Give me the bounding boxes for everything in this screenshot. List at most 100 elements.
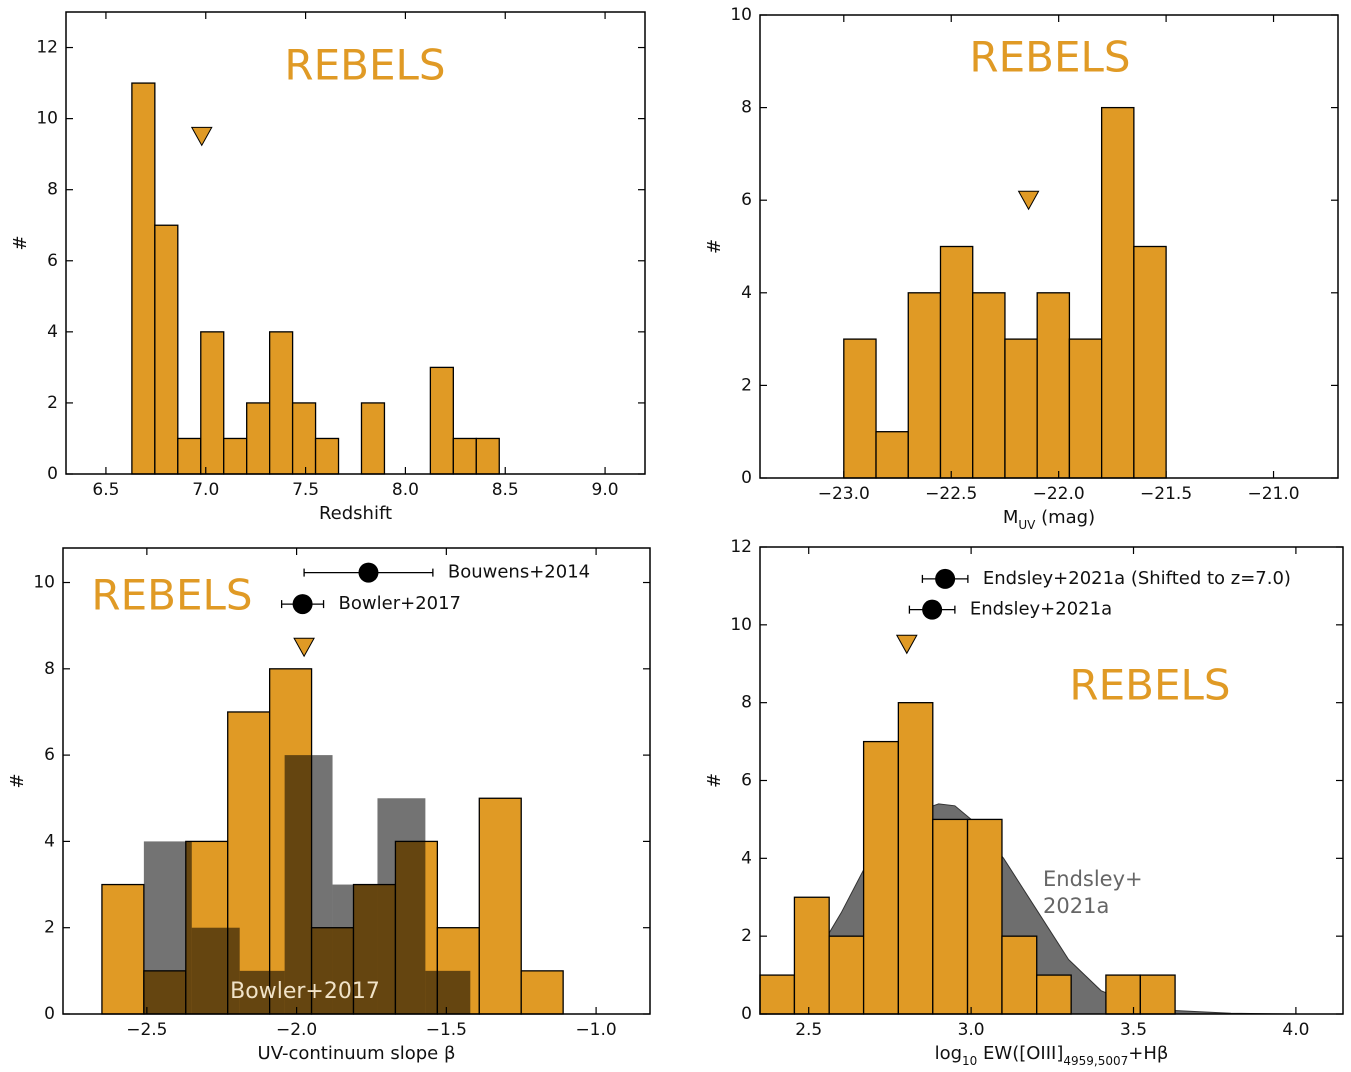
bar	[1139, 974, 1176, 1015]
bar	[1100, 106, 1135, 479]
bar	[475, 437, 500, 475]
bar	[246, 402, 271, 475]
bar	[793, 896, 830, 1015]
y-tick-label: 10	[730, 5, 752, 25]
bar	[907, 292, 942, 479]
curve-label: 2021a	[1043, 894, 1109, 918]
annotation: Bowler+2017	[230, 979, 380, 1004]
x-axis-label-part: 10	[962, 1054, 977, 1068]
bar	[425, 970, 471, 1014]
bar	[154, 224, 179, 475]
bar	[759, 974, 796, 1015]
y-tick-label: 12	[36, 38, 58, 58]
annotation: REBELS	[1069, 661, 1230, 710]
x-tick-label: 9.0	[592, 480, 619, 500]
annotation: REBELS	[91, 571, 252, 620]
x-tick-label: 7.5	[292, 480, 319, 500]
point	[292, 594, 313, 615]
x-axis-label-part: EW([OIII]	[977, 1043, 1063, 1064]
bar	[1036, 292, 1071, 479]
plot-frame	[759, 14, 1339, 479]
y-axis-label: #	[704, 239, 725, 254]
bar	[939, 245, 974, 479]
bar	[239, 970, 285, 1014]
bar	[972, 292, 1006, 479]
bar	[843, 338, 877, 479]
x-tick-label: 3.0	[958, 1020, 985, 1040]
point	[935, 568, 956, 589]
bar	[862, 740, 900, 1015]
plot-frame	[65, 11, 646, 475]
x-axis-label-part: 4959,5007	[1063, 1054, 1128, 1068]
y-tick-label: 0	[741, 1004, 752, 1024]
x-axis-label-part: M	[1003, 507, 1019, 528]
bar	[1004, 338, 1038, 479]
x-tick-label: −23.0	[818, 484, 870, 504]
y-tick-label: 6	[44, 745, 55, 765]
x-axis-label: Redshift	[319, 503, 392, 524]
x-tick-label: −22.5	[925, 484, 977, 504]
x-tick-label: 6.5	[92, 480, 119, 500]
y-axis-label: #	[704, 773, 725, 788]
y-tick-label: 4	[741, 848, 752, 868]
panel: 6.5 7.0 7.5 8.0 8.5 9.0 0 2 4 6 8 10 12 Redshift # REBE…	[10, 11, 646, 524]
annotation: REBELS	[969, 33, 1130, 82]
bar	[1105, 974, 1141, 1015]
bar	[897, 702, 934, 1015]
plot-frame	[62, 547, 651, 1015]
x-tick-label: −1.5	[426, 1020, 467, 1040]
median-marker	[293, 637, 315, 658]
y-tick-label: 4	[44, 831, 55, 851]
y-tick-label: 8	[741, 693, 752, 713]
x-axis-label-part: (mag)	[1035, 507, 1095, 528]
bar	[966, 818, 1003, 1015]
y-tick-label: 0	[47, 464, 58, 484]
bar	[932, 818, 969, 1015]
panel: −2.5 −2.0 −1.5 −1.0 0 2 4 6 8 10 UV-continuum slop…	[7, 547, 651, 1064]
y-tick-label: 6	[741, 190, 752, 210]
bar	[131, 82, 156, 475]
point-label: Endsley+2021a (Shifted to z=7.0)	[983, 568, 1291, 589]
y-tick-label: 10	[730, 615, 752, 635]
y-tick-label: 0	[44, 1004, 55, 1024]
bar	[1001, 935, 1038, 1015]
x-tick-label: 8.5	[492, 480, 519, 500]
x-tick-label: −2.5	[126, 1020, 167, 1040]
bar	[520, 970, 564, 1015]
bar	[332, 884, 378, 1014]
x-tick-label: −22.0	[1033, 484, 1085, 504]
x-axis-label: log10 EW([OIII]4959,5007+Hβ	[935, 1043, 1169, 1068]
bar	[875, 431, 909, 479]
annotation: REBELS	[284, 41, 445, 90]
x-tick-label: 2.5	[795, 1020, 822, 1040]
x-axis-label-part: log	[935, 1043, 962, 1064]
y-tick-label: 10	[33, 573, 55, 593]
median-marker	[895, 634, 918, 655]
y-tick-label: 6	[741, 771, 752, 791]
bar	[268, 331, 294, 475]
bar	[1068, 338, 1103, 479]
bar	[478, 797, 522, 1015]
y-tick-label: 10	[36, 109, 58, 129]
panel: −23.0 −22.5 −22.0 −21.5 −21.0 0 2 4 6 8 10 MUV (mag…	[704, 5, 1339, 532]
bar	[1133, 245, 1167, 479]
bar	[828, 935, 865, 1015]
bar	[177, 437, 202, 475]
y-tick-label: 2	[44, 918, 55, 938]
y-axis-label: #	[7, 773, 28, 788]
point-label: Bouwens+2014	[448, 562, 590, 583]
point	[358, 562, 379, 583]
y-tick-label: 6	[47, 251, 58, 271]
bar	[223, 437, 248, 475]
bar	[377, 798, 426, 1014]
x-tick-label: 8.0	[392, 480, 419, 500]
x-tick-label: 3.5	[1120, 1020, 1147, 1040]
median-marker	[1017, 190, 1040, 211]
x-tick-label: −1.0	[575, 1020, 616, 1040]
x-axis-label-part: UV	[1018, 518, 1036, 532]
y-tick-label: 8	[47, 180, 58, 200]
bar	[143, 841, 192, 1014]
bar	[429, 366, 454, 475]
